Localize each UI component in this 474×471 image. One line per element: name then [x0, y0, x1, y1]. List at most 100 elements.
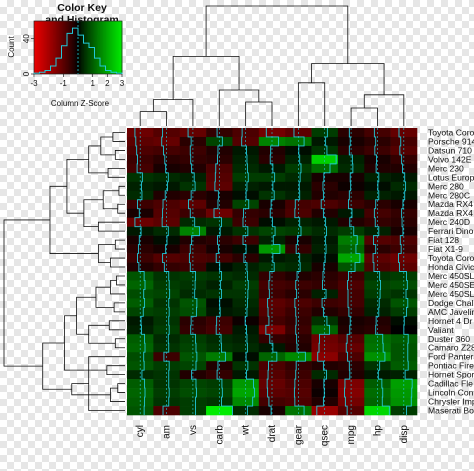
heatmap-cell	[127, 379, 154, 389]
heatmap-cell	[285, 298, 312, 308]
row-dendrogram-branch	[88, 145, 109, 174]
column-dendrogram-branch	[172, 56, 240, 100]
column-dendrogram-branch	[245, 101, 273, 126]
color-key-band	[44, 21, 47, 74]
heatmap-cell	[258, 334, 286, 344]
color-key-band	[41, 21, 44, 74]
column-labels: cyl am vs carb wt drat gear qsec mpg hp disp	[135, 424, 410, 446]
row-dendrogram-branch	[71, 383, 111, 396]
heatmap-cell	[232, 298, 260, 308]
heatmap-cell	[390, 181, 418, 192]
heatmap-cell	[258, 343, 286, 353]
heatmap-cell	[285, 289, 312, 299]
heatmap-cell	[390, 343, 418, 353]
heatmap-cell	[153, 253, 181, 263]
row-label: Merc 450SL	[428, 289, 474, 299]
row-label: Dodge Chall	[428, 298, 474, 308]
row-label: Lotus Europ	[428, 172, 474, 182]
heatmap-cell	[364, 262, 391, 272]
color-key-band	[95, 21, 98, 74]
column-label: mpg	[346, 425, 357, 444]
heatmap-cell	[179, 154, 207, 165]
heatmap-cell	[153, 217, 181, 227]
column-label: hp	[372, 425, 383, 437]
heatmap-cell	[285, 154, 312, 165]
heatmap-cell	[206, 406, 233, 416]
color-key-band	[67, 21, 70, 74]
color-key-band	[107, 21, 110, 74]
heatmap-cell	[337, 226, 365, 236]
heatmap-cell	[232, 370, 260, 380]
row-label: Valiant	[428, 325, 454, 335]
heatmap-cell	[390, 154, 418, 165]
heatmap-cell	[364, 217, 391, 227]
row-label: Volvo 142E	[428, 154, 472, 164]
row-dendrogram-branch	[116, 275, 125, 286]
row-dendrogram-branch	[106, 365, 125, 376]
heatmap-cell	[153, 343, 181, 353]
heatmap-cell	[364, 334, 391, 344]
row-dendrogram-branch	[114, 239, 125, 250]
row-dendrogram-branch	[42, 342, 72, 390]
color-key-band	[61, 21, 64, 74]
heatmap-cell	[337, 289, 365, 299]
heatmap-cell	[285, 253, 312, 263]
row-label: Ford Pantera	[428, 352, 474, 362]
color-key-band	[53, 21, 55, 74]
trace-line	[187, 128, 200, 415]
heatmap-cell	[127, 406, 154, 416]
color-key-scale: -3 -1 1 2 3 0 40	[22, 20, 125, 88]
heatmap-cell	[127, 262, 154, 272]
heatmap-cell	[232, 226, 260, 236]
heatmap-cell	[153, 406, 181, 416]
color-key-band	[114, 21, 117, 74]
row-label: Merc 280C	[428, 190, 470, 200]
heatmap-cell	[311, 298, 339, 308]
heatmap-cell	[206, 334, 233, 344]
heatmap-cell	[337, 379, 365, 389]
heatmap-cell	[153, 370, 181, 380]
row-dendrogram-branch	[113, 302, 125, 313]
heatmap-cell	[285, 190, 312, 201]
heatmap-cell	[153, 190, 181, 201]
heatmap-cell	[390, 289, 418, 299]
row-label: Lincoln Cont	[428, 388, 474, 398]
trace-line	[398, 128, 413, 415]
row-dendrogram-branch	[97, 244, 116, 263]
heatmap-cell	[390, 379, 418, 389]
trace-line	[316, 128, 337, 415]
color-key-band	[51, 21, 54, 74]
color-key-band	[76, 21, 79, 74]
heatmap-cell	[127, 253, 154, 263]
heatmap-cell	[258, 253, 286, 263]
heatmap-cell	[311, 334, 339, 344]
color-key-xtick-label: -3	[30, 79, 38, 88]
heatmap-cell	[232, 262, 260, 272]
heatmap-cell	[127, 190, 154, 201]
color-key-band	[102, 21, 105, 74]
row-label: Hornet Spor	[428, 370, 474, 380]
heatmap-cell	[127, 217, 154, 227]
column-label: cyl	[135, 425, 146, 437]
heatmap-cell	[337, 343, 365, 353]
heatmap-cell	[153, 154, 181, 165]
heatmap-cell	[232, 334, 260, 344]
color-key-band	[34, 21, 36, 74]
heatmap-cell	[232, 145, 260, 156]
heatmap-cell	[285, 226, 312, 236]
row-dendrogram-branch	[83, 199, 104, 228]
column-label: carb	[214, 425, 225, 445]
heatmap-cell	[127, 226, 154, 236]
heatmap-cell	[390, 190, 418, 201]
row-label: Fiat 128	[428, 235, 459, 245]
row-label: Fiat X1-9	[428, 244, 463, 254]
row-label: Toyota Coro	[428, 253, 474, 263]
heatmap-cell	[285, 343, 312, 353]
heatmap-cell	[127, 289, 154, 299]
column-dendrogram-branch	[363, 94, 405, 126]
column-dendrogram-branch	[218, 89, 260, 126]
color-key-band	[120, 21, 123, 74]
row-label: Maserati Bo	[428, 406, 474, 416]
color-key-band	[54, 21, 57, 74]
